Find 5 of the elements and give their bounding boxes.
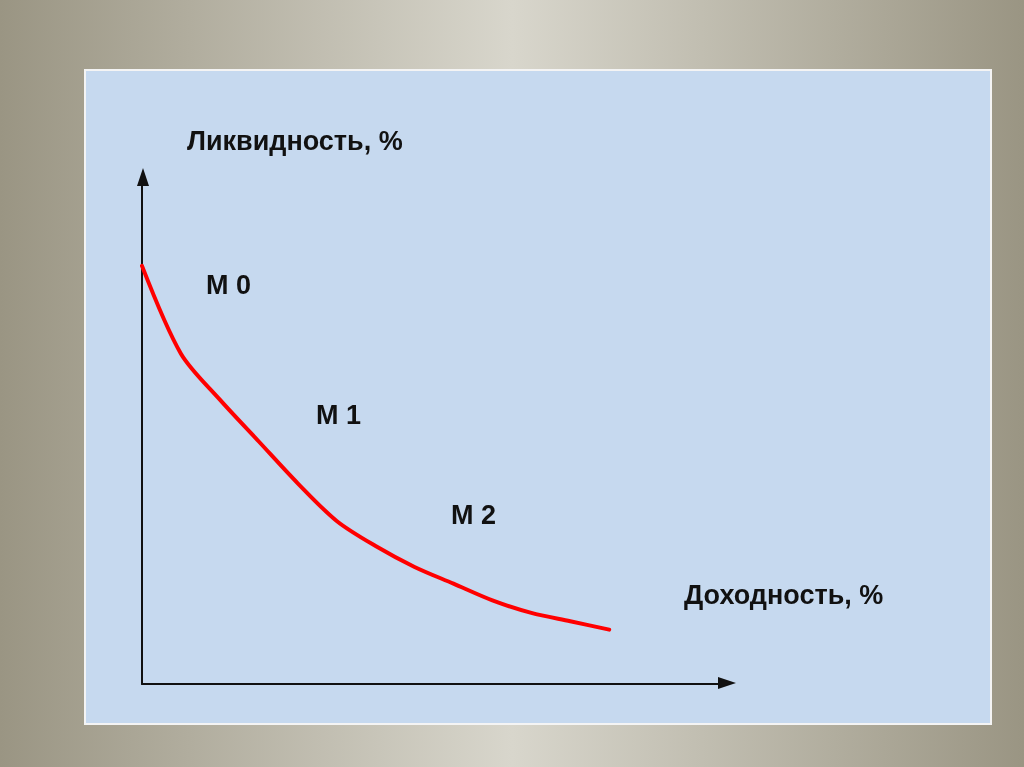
x-axis-title: Доходность, % <box>684 579 884 610</box>
annotation: M 1 <box>316 399 362 430</box>
annotation: M 0 <box>206 269 252 300</box>
annotation: M 2 <box>451 499 497 530</box>
y-axis-title: Ликвидность, % <box>187 125 403 156</box>
